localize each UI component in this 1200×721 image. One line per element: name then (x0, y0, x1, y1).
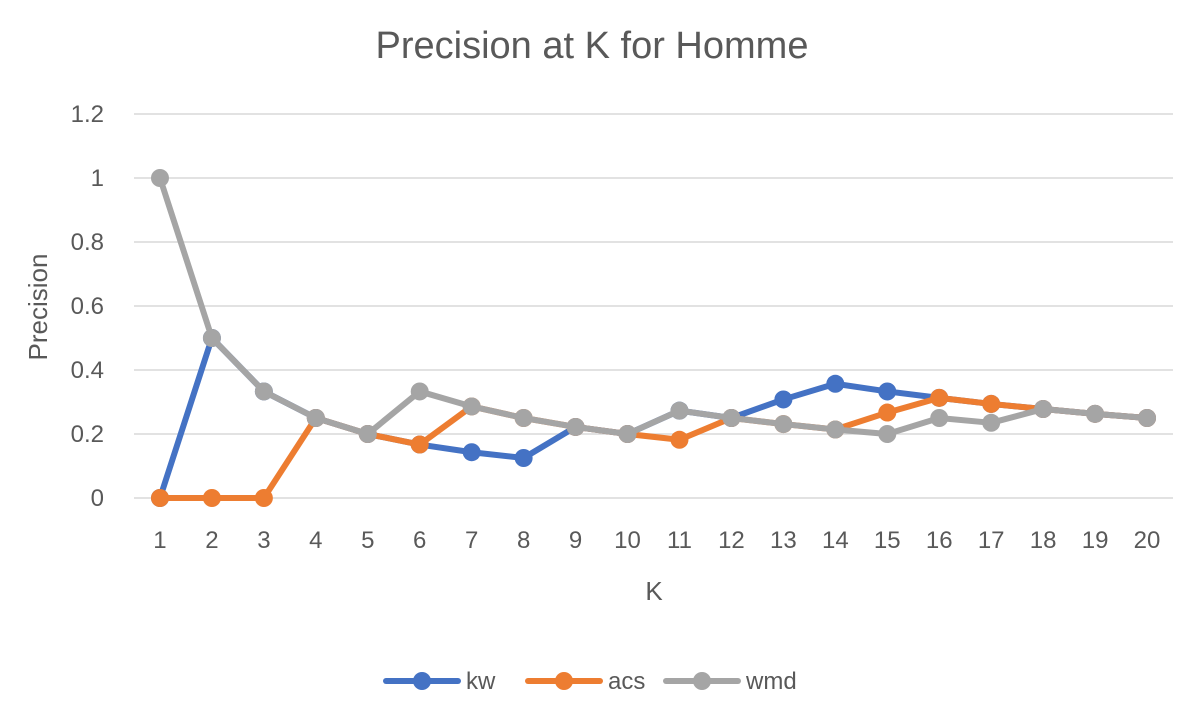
data-point-kw (462, 443, 481, 462)
x-tick-label: 19 (1082, 527, 1109, 554)
x-tick-label: 15 (874, 527, 901, 554)
data-point-wmd (358, 425, 377, 443)
x-tick-label: 4 (309, 527, 322, 554)
x-tick-label: 7 (465, 527, 478, 554)
x-tick-label: 17 (978, 527, 1005, 554)
data-point-kw (878, 382, 897, 401)
data-point-wmd (670, 401, 689, 420)
legend-marker-acs (555, 672, 573, 690)
data-point-wmd (410, 382, 429, 401)
data-point-kw (774, 390, 793, 409)
y-axis-label: Precision (23, 254, 53, 361)
x-tick-label: 20 (1134, 527, 1161, 554)
legend-item-wmd: wmd (663, 668, 797, 695)
data-point-wmd (618, 425, 637, 443)
legend-marker-kw (413, 672, 431, 690)
data-point-acs (982, 394, 1001, 413)
legend-marker-wmd (693, 672, 711, 690)
chart-title: Precision at K for Homme (376, 25, 809, 67)
legend-label-wmd: wmd (745, 668, 797, 695)
legend: kw acs wmd (383, 668, 797, 695)
y-tick-label: 0.4 (71, 357, 104, 384)
data-point-wmd (878, 425, 897, 443)
data-point-wmd (1034, 400, 1053, 419)
data-point-wmd (722, 409, 741, 427)
data-point-wmd (306, 409, 325, 427)
y-axis-ticks: 0 0.2 0.4 0.6 0.8 1 1.2 (71, 101, 104, 512)
gridlines (134, 113, 1173, 499)
y-tick-label: 1 (91, 165, 104, 192)
data-point-wmd (1086, 404, 1105, 423)
x-tick-label: 8 (517, 527, 530, 554)
data-point-wmd (826, 420, 845, 439)
data-point-wmd (1138, 409, 1157, 427)
x-tick-label: 1 (153, 527, 166, 554)
data-point-acs (878, 403, 897, 422)
x-tick-label: 9 (569, 527, 582, 554)
data-point-kw (514, 449, 533, 467)
data-point-wmd (566, 417, 585, 436)
y-tick-label: 0.8 (71, 229, 104, 256)
legend-label-acs: acs (608, 668, 645, 695)
series-acs (150, 388, 1157, 507)
data-point-acs (410, 435, 429, 454)
x-axis-label: K (645, 576, 663, 606)
x-tick-label: 6 (413, 527, 426, 554)
y-tick-label: 0.2 (71, 421, 104, 448)
x-axis-ticks: 1 2 3 4 5 6 7 8 9 10 11 12 13 14 15 16 17 18 19 20 (153, 527, 1160, 554)
data-point-wmd (982, 413, 1001, 432)
data-point-wmd (774, 415, 793, 434)
data-point-wmd (514, 409, 533, 427)
data-point-acs (150, 489, 169, 507)
legend-item-kw: kw (383, 668, 496, 695)
x-tick-label: 12 (718, 527, 745, 554)
y-tick-label: 0 (91, 485, 104, 512)
x-tick-label: 11 (667, 527, 692, 554)
data-point-acs (254, 489, 273, 507)
series-wmd (150, 169, 1157, 443)
x-tick-label: 13 (770, 527, 797, 554)
x-tick-label: 2 (205, 527, 218, 554)
x-tick-label: 14 (822, 527, 849, 554)
data-point-wmd (150, 169, 169, 187)
data-point-wmd (202, 329, 221, 347)
data-point-wmd (254, 382, 273, 401)
legend-label-kw: kw (466, 668, 496, 695)
data-point-wmd (930, 409, 949, 427)
legend-item-acs: acs (525, 668, 645, 695)
series-lines (150, 169, 1157, 507)
x-tick-label: 18 (1030, 527, 1057, 554)
data-point-acs (202, 489, 221, 507)
data-point-acs (670, 430, 689, 449)
data-point-kw (826, 374, 845, 393)
x-tick-label: 3 (257, 527, 270, 554)
y-tick-label: 1.2 (71, 101, 104, 128)
data-point-wmd (462, 397, 481, 416)
data-point-acs (930, 388, 949, 407)
x-tick-label: 10 (614, 527, 641, 554)
x-tick-label: 5 (361, 527, 374, 554)
y-tick-label: 0.6 (71, 293, 104, 320)
x-tick-label: 16 (926, 527, 953, 554)
